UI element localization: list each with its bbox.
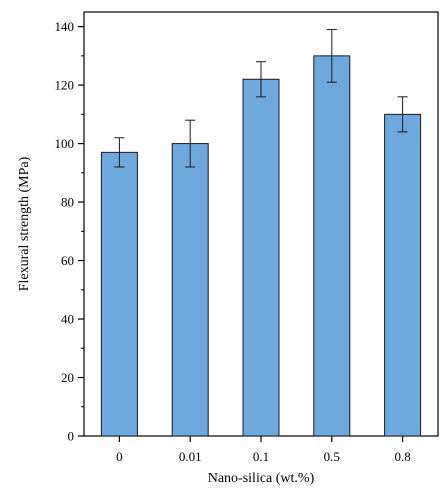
bar [100,151,138,437]
x-tick-label: 0.1 [253,449,269,464]
bar [384,113,422,437]
y-tick-label: 20 [61,370,74,385]
plot-area: 0 20 40 60 80 100 120 140 0 0.01 0.1 0.5 0.8 [55,11,439,464]
x-tick-label: 0.5 [324,449,340,464]
y-tick-label: 40 [61,312,74,327]
y-tick-label: 120 [55,78,75,93]
y-axis-title: Flexural strength (MPa) [17,156,32,291]
bar [171,143,209,437]
y-tick-label: 80 [61,195,74,210]
y-tick-label: 140 [55,19,75,34]
x-tick-label: 0.01 [179,449,202,464]
y-tick-label: 0 [68,429,75,444]
bar [242,78,280,437]
x-tick-label: 0.8 [394,449,410,464]
x-axis-title: Nano-silica (wt.%) [208,471,315,486]
y-tick-label: 60 [61,253,74,268]
x-tick-label: 0 [116,449,123,464]
y-tick-label: 100 [55,136,75,151]
bar [313,55,351,437]
